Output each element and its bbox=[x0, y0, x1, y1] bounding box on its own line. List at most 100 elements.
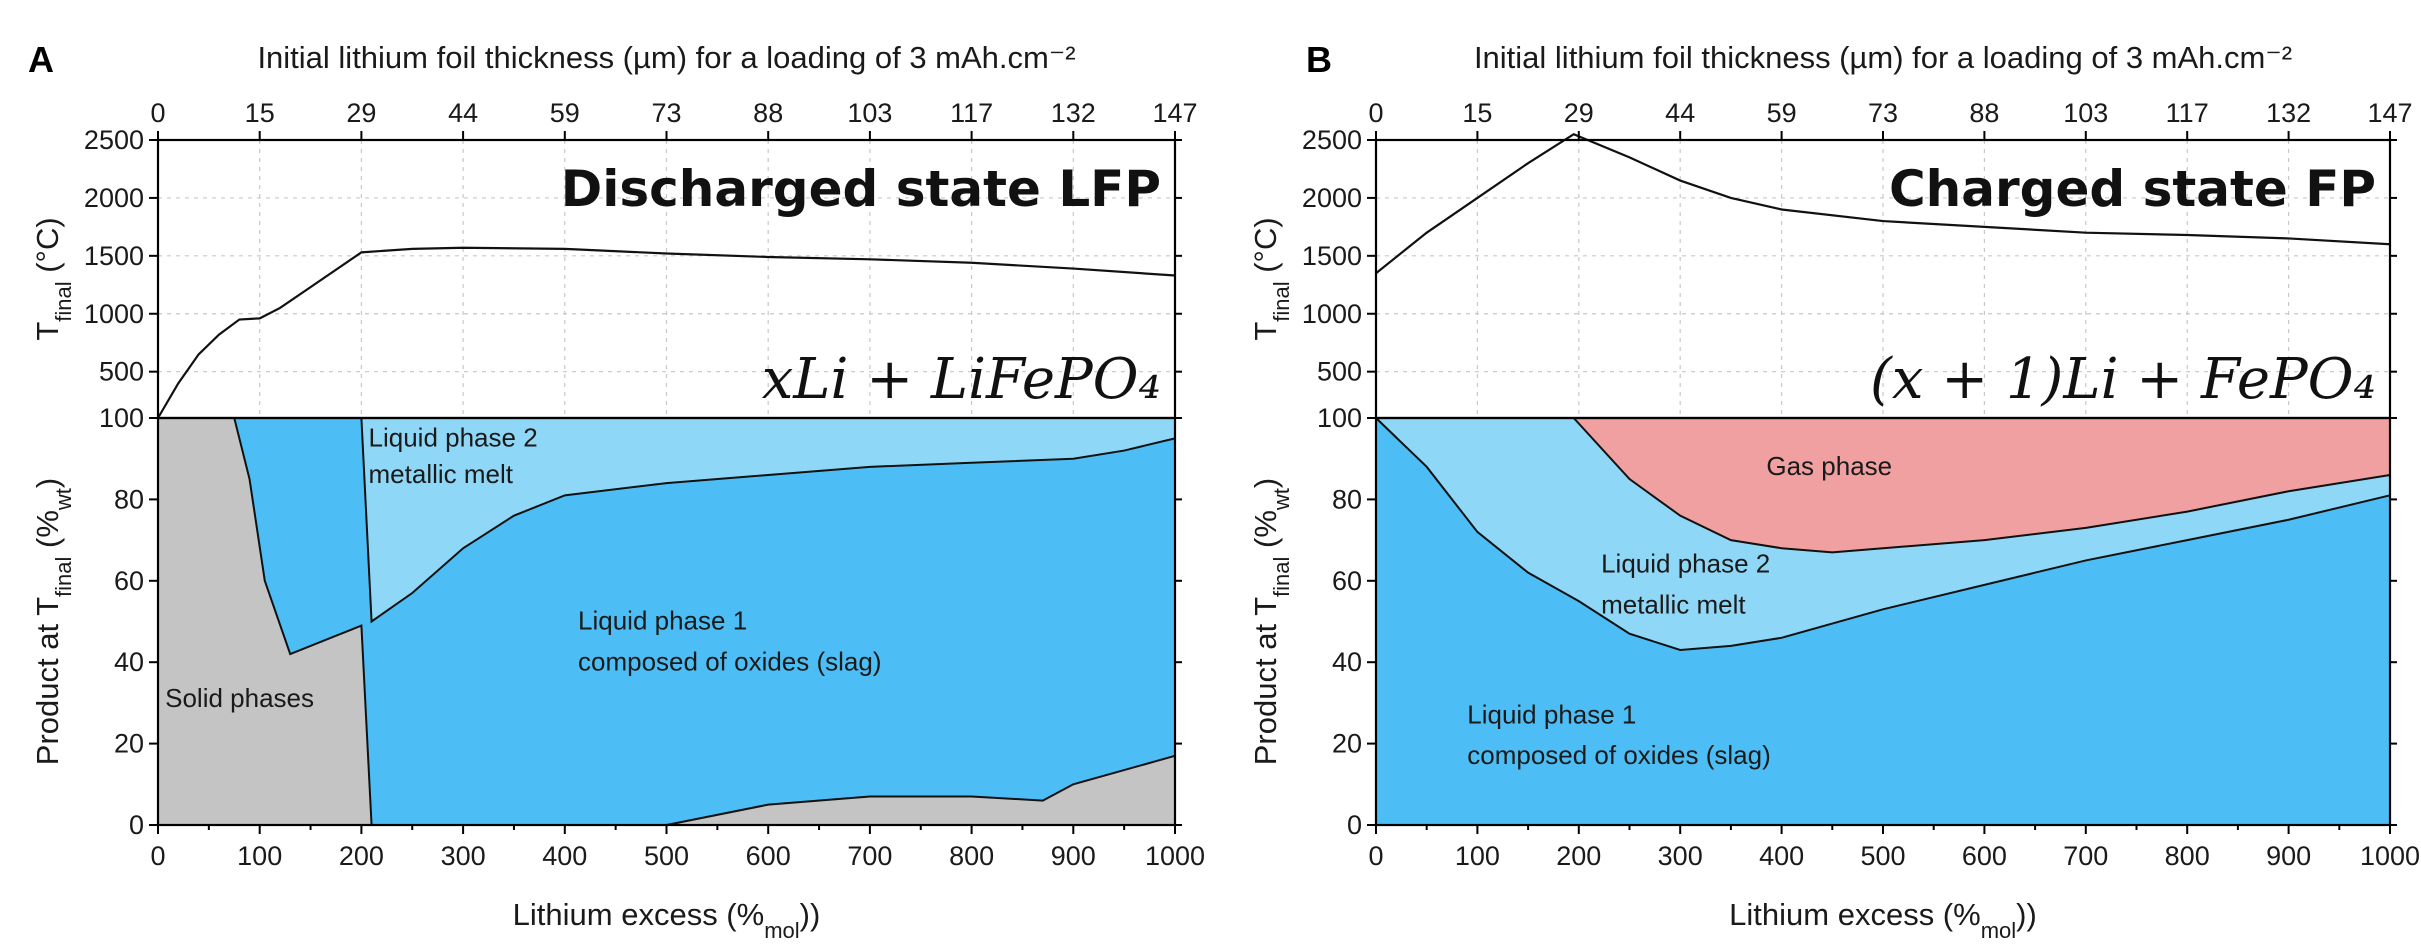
bottom-y-tick-label: 20 bbox=[1332, 729, 1362, 759]
label-solid-phases: Solid phases bbox=[165, 683, 314, 713]
x-tick-label: 300 bbox=[441, 841, 486, 871]
x-tick-label: 800 bbox=[2165, 841, 2210, 871]
label-liquid-1-line2: composed of oxides (slag) bbox=[578, 646, 881, 676]
state-label: Charged state FP bbox=[1889, 160, 2376, 218]
region-solid-phases bbox=[158, 418, 372, 825]
bottom-y-axis-label: Product at Tfinal (%wt) bbox=[1248, 478, 1294, 765]
top-y-tick-label: 1000 bbox=[1302, 299, 1362, 329]
bottom-y-tick-label: 60 bbox=[1332, 566, 1362, 596]
panel-a: Solid phases Liquid phase 2 metallic melt L… bbox=[28, 39, 1205, 943]
panel-b: Gas phase Liquid phase 2 metallic melt Liqu… bbox=[1248, 39, 2420, 943]
top-y-tick-label: 1500 bbox=[84, 241, 144, 271]
top-x-tick-label: 29 bbox=[346, 98, 376, 128]
top-x-tick-label: 73 bbox=[651, 98, 681, 128]
top-x-tick-label: 15 bbox=[1462, 98, 1492, 128]
top-y-tick-label: 2000 bbox=[84, 183, 144, 213]
top-x-tick-label: 29 bbox=[1564, 98, 1594, 128]
top-y-tick-label: 500 bbox=[1317, 357, 1362, 387]
top-y-tick-label: 1000 bbox=[84, 299, 144, 329]
bottom-y-tick-label: 60 bbox=[114, 566, 144, 596]
x-tick-label: 600 bbox=[746, 841, 791, 871]
bottom-y-tick-label: 80 bbox=[114, 484, 144, 514]
boundary-liquid-1 bbox=[1375, 417, 2391, 652]
boundary-solid bbox=[158, 417, 373, 826]
label-liquid-2-line2: metallic melt bbox=[1601, 589, 1746, 619]
x-tick-label: 400 bbox=[1759, 841, 1804, 871]
top-x-tick-label: 117 bbox=[950, 98, 993, 128]
bottom-y-tick-label: 80 bbox=[1332, 484, 1362, 514]
state-label: Discharged state LFP bbox=[561, 160, 1161, 218]
top-x-tick-label: 88 bbox=[753, 98, 783, 128]
top-x-tick-label: 132 bbox=[2266, 98, 2311, 128]
top-x-tick-label: 15 bbox=[245, 98, 275, 128]
label-liquid-1-line1: Liquid phase 1 bbox=[1467, 699, 1636, 729]
panel-letter: B bbox=[1306, 39, 1332, 80]
region-solid-phases-bottom bbox=[666, 755, 1175, 825]
region-gas-phase bbox=[1573, 418, 2390, 553]
x-tick-label: 400 bbox=[542, 841, 587, 871]
x-tick-label: 600 bbox=[1962, 841, 2007, 871]
x-tick-label: 1000 bbox=[1145, 841, 1205, 871]
top-x-tick-label: 44 bbox=[448, 98, 478, 128]
bottom-y-axis-label: Product at Tfinal (%wt) bbox=[30, 478, 76, 765]
x-tick-label: 500 bbox=[644, 841, 689, 871]
bottom-y-tick-label: 0 bbox=[1347, 810, 1362, 840]
top-y-tick-label: 2500 bbox=[1302, 125, 1362, 155]
top-x-tick-label: 73 bbox=[1868, 98, 1898, 128]
equation-label: (x + 1)Li + FePO₄ bbox=[1870, 347, 2376, 412]
top-x-tick-label: 88 bbox=[1969, 98, 1999, 128]
x-axis-label: Lithium excess (%mol)) bbox=[1729, 897, 2037, 943]
label-liquid-1-line1: Liquid phase 1 bbox=[578, 606, 747, 636]
x-tick-label: 0 bbox=[150, 841, 165, 871]
boundary-liquid-2 bbox=[360, 417, 1176, 624]
top-y-tick-label: 100 bbox=[1317, 403, 1362, 433]
x-tick-label: 900 bbox=[2266, 841, 2311, 871]
label-liquid-1-line2: composed of oxides (slag) bbox=[1467, 740, 1770, 770]
x-tick-label: 700 bbox=[2063, 841, 2108, 871]
top-x-tick-label: 132 bbox=[1051, 98, 1096, 128]
top-x-tick-label: 59 bbox=[1767, 98, 1797, 128]
x-tick-label: 800 bbox=[949, 841, 994, 871]
top-x-tick-label: 117 bbox=[2166, 98, 2209, 128]
top-x-tick-label: 147 bbox=[2367, 98, 2412, 128]
bottom-y-tick-label: 20 bbox=[114, 729, 144, 759]
boundary-gas bbox=[1572, 417, 2391, 554]
temperature-line bbox=[1375, 132, 2391, 275]
temperature-line bbox=[157, 246, 1176, 419]
x-tick-label: 100 bbox=[237, 841, 282, 871]
top-x-tick-label: 103 bbox=[2063, 98, 2108, 128]
top-y-tick-label: 100 bbox=[99, 403, 144, 433]
x-tick-label: 700 bbox=[847, 841, 892, 871]
equation-label: xLi + LiFePO₄ bbox=[762, 347, 1161, 412]
top-y-tick-label: 500 bbox=[99, 357, 144, 387]
top-x-tick-label: 0 bbox=[1368, 98, 1383, 128]
top-x-tick-label: 147 bbox=[1152, 98, 1197, 128]
label-liquid-2-line1: Liquid phase 2 bbox=[369, 422, 538, 452]
x-tick-label: 300 bbox=[1658, 841, 1703, 871]
bottom-y-tick-label: 40 bbox=[1332, 647, 1362, 677]
label-liquid-2-line2: metallic melt bbox=[369, 459, 514, 489]
region-liquid-phase-2 bbox=[361, 418, 1175, 622]
top-y-axis-label: Tfinal (°C) bbox=[1248, 217, 1294, 340]
x-axis-label: Lithium excess (%mol)) bbox=[513, 897, 821, 943]
top-x-tick-label: 59 bbox=[550, 98, 580, 128]
top-x-tick-label: 0 bbox=[150, 98, 165, 128]
top-x-tick-label: 103 bbox=[847, 98, 892, 128]
top-axis-label: Initial lithium foil thickness (µm) for … bbox=[1474, 40, 2292, 75]
boundary-solid-bottom bbox=[666, 754, 1176, 826]
top-y-axis-label: Tfinal (°C) bbox=[30, 217, 76, 340]
panel-letter: A bbox=[28, 39, 54, 80]
bottom-y-tick-label: 40 bbox=[114, 647, 144, 677]
top-axis-label: Initial lithium foil thickness (µm) for … bbox=[257, 40, 1075, 75]
top-y-tick-label: 2500 bbox=[84, 125, 144, 155]
top-y-tick-label: 1500 bbox=[1302, 241, 1362, 271]
x-tick-label: 200 bbox=[1556, 841, 1601, 871]
x-tick-label: 500 bbox=[1860, 841, 1905, 871]
x-tick-label: 100 bbox=[1455, 841, 1500, 871]
x-tick-label: 900 bbox=[1051, 841, 1096, 871]
top-x-tick-label: 44 bbox=[1665, 98, 1695, 128]
x-tick-label: 1000 bbox=[2360, 841, 2420, 871]
top-y-tick-label: 2000 bbox=[1302, 183, 1362, 213]
